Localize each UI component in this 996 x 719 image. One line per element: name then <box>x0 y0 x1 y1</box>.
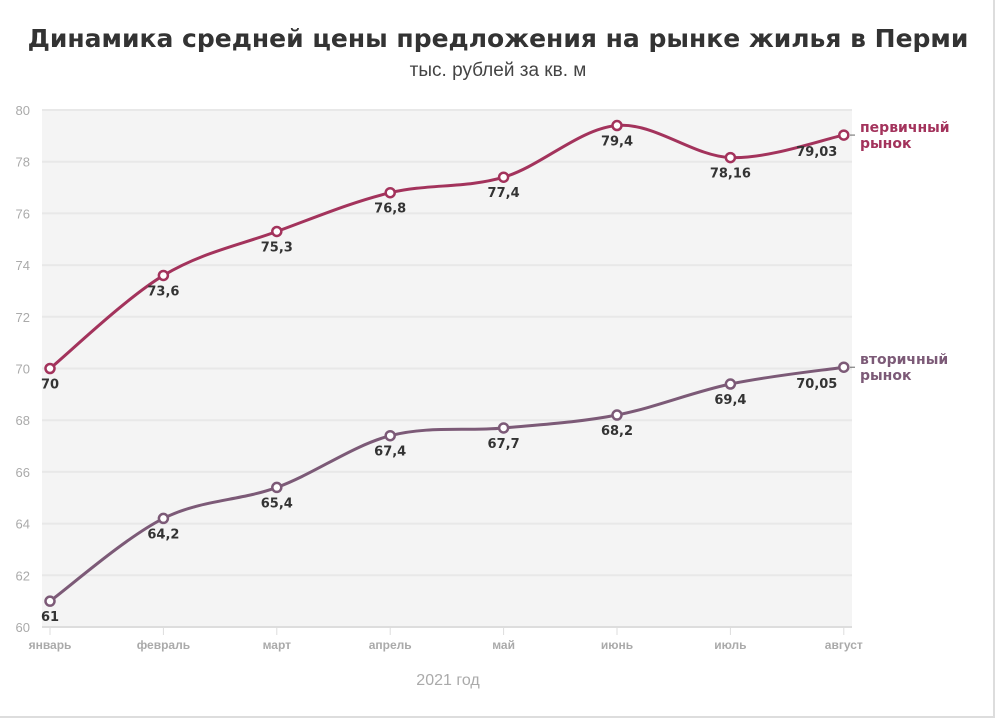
data-label: 67,4 <box>374 445 406 460</box>
data-point <box>157 512 170 525</box>
series-label: рынок <box>860 368 912 384</box>
data-point <box>838 129 850 141</box>
data-point <box>497 422 510 434</box>
data-point <box>271 225 283 238</box>
data-label: 70 <box>41 378 59 393</box>
chart-subtitle: тыс. рублей за кв. м <box>409 60 587 81</box>
data-label: 70,05 <box>796 377 837 392</box>
data-point <box>724 151 737 164</box>
data-label: 76,8 <box>374 202 406 217</box>
x-tick-label: апрель <box>369 638 412 652</box>
data-point <box>384 186 396 199</box>
data-label: 75,3 <box>261 240 293 255</box>
x-tick-label: август <box>825 638 863 652</box>
data-label: 69,4 <box>714 393 746 408</box>
data-label: 65,4 <box>261 496 293 511</box>
data-label: 77,4 <box>488 186 520 201</box>
y-tick-label: 68 <box>16 413 30 428</box>
data-point <box>384 429 396 442</box>
data-label: 68,2 <box>601 424 633 439</box>
y-tick-label: 80 <box>16 103 30 118</box>
data-label: 61 <box>41 610 59 625</box>
data-label: 79,03 <box>796 145 837 160</box>
y-tick-label: 78 <box>16 155 30 170</box>
x-tick-label: июнь <box>601 638 633 652</box>
x-tick-label: июль <box>714 638 746 652</box>
data-label: 64,2 <box>147 527 179 542</box>
data-label: 79,4 <box>601 135 633 150</box>
y-tick-label: 60 <box>16 620 30 635</box>
x-axis-title: 2021 год <box>416 672 480 689</box>
y-tick-label: 74 <box>16 258 30 273</box>
data-point <box>497 171 510 183</box>
data-point <box>838 361 850 373</box>
x-tick-label: февраль <box>137 638 190 652</box>
y-tick-label: 64 <box>16 517 30 532</box>
data-point <box>157 269 170 282</box>
y-tick-label: 72 <box>16 310 30 325</box>
y-tick-label: 76 <box>16 206 30 221</box>
data-point <box>724 378 737 390</box>
data-point <box>611 409 623 421</box>
data-label: 73,6 <box>147 284 179 299</box>
data-point <box>271 481 283 494</box>
x-tick-label: январь <box>29 638 72 652</box>
data-point <box>44 595 56 607</box>
series-label: рынок <box>860 136 912 152</box>
series-label: первичный <box>860 120 950 136</box>
data-label: 78,16 <box>710 167 751 182</box>
x-tick-label: май <box>492 638 515 652</box>
series-label: вторичный <box>860 352 948 368</box>
y-tick-label: 62 <box>16 568 30 583</box>
chart-title: Динамика средней цены предложения на рын… <box>27 24 969 53</box>
data-label: 67,7 <box>488 437 520 452</box>
y-tick-label: 70 <box>16 362 30 377</box>
x-tick-label: март <box>263 638 292 652</box>
data-point <box>44 362 56 375</box>
data-point <box>611 119 623 132</box>
y-tick-label: 66 <box>16 465 30 480</box>
